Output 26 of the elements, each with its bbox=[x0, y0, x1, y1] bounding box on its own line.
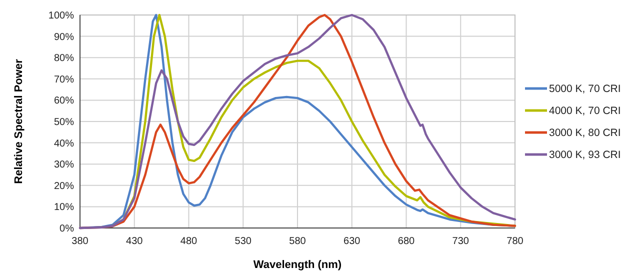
y-tick-label: 90% bbox=[54, 32, 74, 43]
legend-label: 3000 K, 93 CRI bbox=[549, 149, 621, 162]
y-tick-label: 70% bbox=[54, 74, 74, 86]
y-tick-label: 100% bbox=[48, 10, 74, 22]
x-tick-label: 430 bbox=[126, 236, 144, 247]
y-tick-label: 20% bbox=[54, 180, 74, 192]
x-tick-label: 630 bbox=[344, 236, 361, 247]
x-tick-label: 580 bbox=[289, 236, 306, 247]
x-tick-label: 730 bbox=[452, 236, 470, 247]
x-tick-label: 380 bbox=[72, 236, 89, 247]
y-tick-label: 10% bbox=[54, 202, 74, 214]
x-axis-title: Wavelength (nm) bbox=[253, 259, 342, 271]
y-axis-title: Relative Spectral Power bbox=[13, 58, 25, 184]
y-tick-label: 0% bbox=[60, 224, 74, 234]
y-tick-label: 30% bbox=[54, 160, 74, 171]
x-tick-label: 480 bbox=[180, 236, 198, 247]
legend-label: 5000 K, 70 CRI bbox=[549, 83, 621, 96]
y-tick-label: 80% bbox=[54, 53, 74, 64]
x-tick-label: 680 bbox=[398, 236, 416, 247]
legend-label: 4000 K, 70 CRI bbox=[549, 105, 621, 118]
x-tick-label: 780 bbox=[506, 236, 524, 247]
legend-label: 3000 K, 80 CRI bbox=[549, 127, 621, 140]
y-tick-label: 60% bbox=[54, 96, 74, 107]
y-tick-label: 40% bbox=[54, 138, 74, 150]
x-tick-label: 530 bbox=[234, 236, 252, 247]
y-tick-label: 50% bbox=[54, 117, 74, 128]
